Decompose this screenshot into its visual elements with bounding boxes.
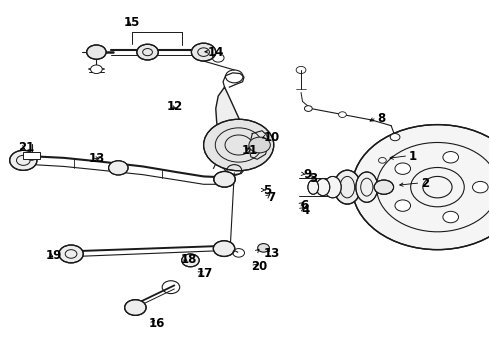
Text: 2: 2	[421, 177, 429, 190]
Text: 20: 20	[251, 260, 268, 273]
Circle shape	[443, 211, 459, 223]
Circle shape	[213, 241, 235, 256]
Text: 11: 11	[242, 144, 258, 157]
Circle shape	[472, 181, 488, 193]
Bar	[260, 247, 270, 251]
Circle shape	[109, 161, 128, 175]
Text: 19: 19	[46, 248, 62, 261]
Polygon shape	[249, 131, 269, 159]
Text: 1: 1	[409, 150, 417, 163]
Circle shape	[203, 119, 274, 171]
Circle shape	[443, 152, 459, 163]
Ellipse shape	[334, 170, 361, 204]
Text: 14: 14	[208, 46, 224, 59]
Ellipse shape	[316, 179, 330, 196]
Circle shape	[395, 163, 411, 174]
Text: 4: 4	[302, 204, 310, 217]
Bar	[184, 258, 197, 263]
Circle shape	[59, 245, 83, 263]
Polygon shape	[216, 87, 257, 167]
Circle shape	[182, 254, 199, 267]
Circle shape	[390, 134, 400, 141]
Circle shape	[91, 65, 102, 73]
Circle shape	[214, 171, 235, 187]
Text: 13: 13	[264, 247, 280, 260]
Ellipse shape	[356, 172, 378, 202]
Text: 3: 3	[309, 172, 317, 185]
Ellipse shape	[308, 180, 319, 194]
Text: 6: 6	[300, 199, 309, 212]
Circle shape	[304, 106, 312, 111]
Text: 5: 5	[263, 184, 271, 197]
Circle shape	[352, 125, 490, 249]
Text: 17: 17	[197, 267, 213, 280]
Circle shape	[249, 137, 270, 153]
Circle shape	[124, 300, 146, 315]
Text: 21: 21	[19, 141, 35, 154]
Circle shape	[10, 150, 37, 170]
Circle shape	[87, 45, 106, 59]
Circle shape	[395, 200, 411, 211]
Circle shape	[192, 43, 216, 61]
Circle shape	[258, 244, 270, 252]
Text: 15: 15	[124, 16, 140, 29]
Bar	[23, 152, 40, 158]
Text: 18: 18	[181, 253, 197, 266]
Circle shape	[137, 44, 158, 60]
Text: 13: 13	[88, 152, 104, 165]
Text: 12: 12	[166, 100, 182, 113]
Circle shape	[374, 180, 393, 194]
Text: 7: 7	[268, 191, 276, 204]
Text: 16: 16	[149, 317, 166, 330]
Circle shape	[339, 112, 346, 117]
Text: 8: 8	[377, 112, 386, 125]
Text: 9: 9	[303, 168, 312, 181]
Circle shape	[27, 153, 36, 160]
Ellipse shape	[324, 176, 341, 198]
Bar	[63, 257, 72, 261]
Text: 10: 10	[264, 131, 280, 144]
